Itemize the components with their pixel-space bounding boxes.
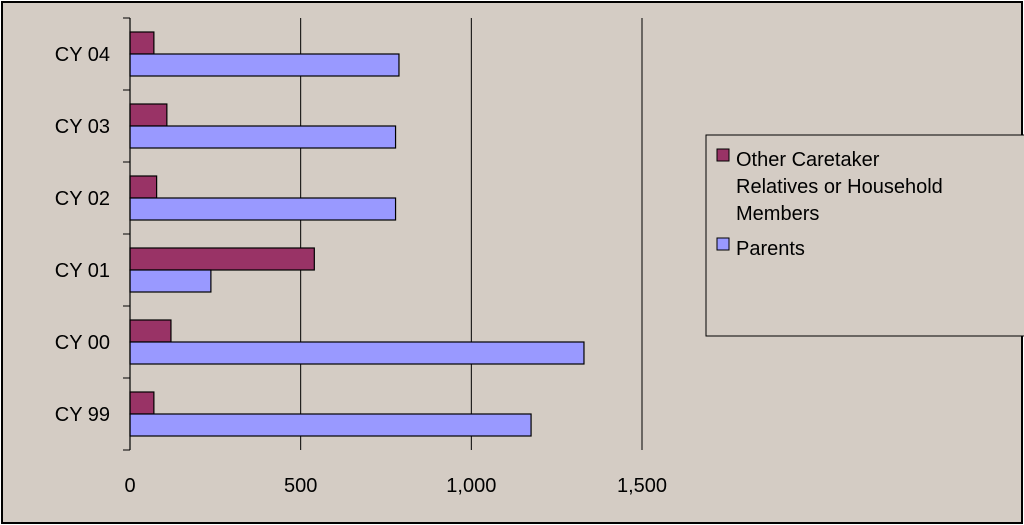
legend: Other Caretaker Relatives or Household Mem… bbox=[705, 134, 1024, 337]
bar-cy-03-series-1 bbox=[129, 125, 397, 149]
category-label-0: CY 99 bbox=[55, 404, 110, 426]
x-tick-label-0: 0 bbox=[124, 475, 135, 497]
gridlines bbox=[300, 18, 643, 450]
bars bbox=[129, 31, 585, 437]
category-label-3: CY 02 bbox=[55, 188, 110, 210]
legend-label-0-line-1: Relatives or Household bbox=[736, 176, 943, 198]
bar-cy-01-series-0 bbox=[129, 247, 315, 271]
bar-cy-02-series-1 bbox=[129, 197, 397, 221]
bar-cy-03-series-0 bbox=[129, 103, 168, 127]
category-label-1: CY 00 bbox=[55, 332, 110, 354]
legend-swatch-1 bbox=[716, 237, 730, 251]
bar-cy-99-series-1 bbox=[129, 413, 532, 437]
bar-cy-00-series-1 bbox=[129, 341, 585, 365]
legend-swatch-0 bbox=[716, 148, 730, 162]
legend-label-0-line-2: Members bbox=[736, 203, 819, 225]
category-label-2: CY 01 bbox=[55, 260, 110, 282]
legend-label-1-line-0: Parents bbox=[736, 238, 805, 260]
bar-cy-01-series-1 bbox=[129, 269, 212, 293]
x-tick-label-3: 1,500 bbox=[617, 475, 667, 497]
category-label-4: CY 03 bbox=[55, 116, 110, 138]
bar-cy-02-series-0 bbox=[129, 175, 158, 199]
x-tick-label-2: 1,000 bbox=[446, 475, 496, 497]
axis-labels: CY 99 CY 00 CY 01 CY 02 CY 03 CY 04 0 500 1,000 1… bbox=[55, 44, 667, 497]
bar-cy-04-series-1 bbox=[129, 53, 400, 77]
bar-cy-04-series-0 bbox=[129, 31, 155, 55]
legend-label-0-line-0: Other Caretaker bbox=[736, 149, 880, 171]
category-label-5: CY 04 bbox=[55, 44, 110, 66]
bar-cy-00-series-0 bbox=[129, 319, 172, 343]
legend-box bbox=[705, 134, 1024, 337]
x-tick-label-1: 500 bbox=[284, 475, 317, 497]
axes bbox=[123, 17, 131, 451]
bar-cy-99-series-0 bbox=[129, 391, 155, 415]
